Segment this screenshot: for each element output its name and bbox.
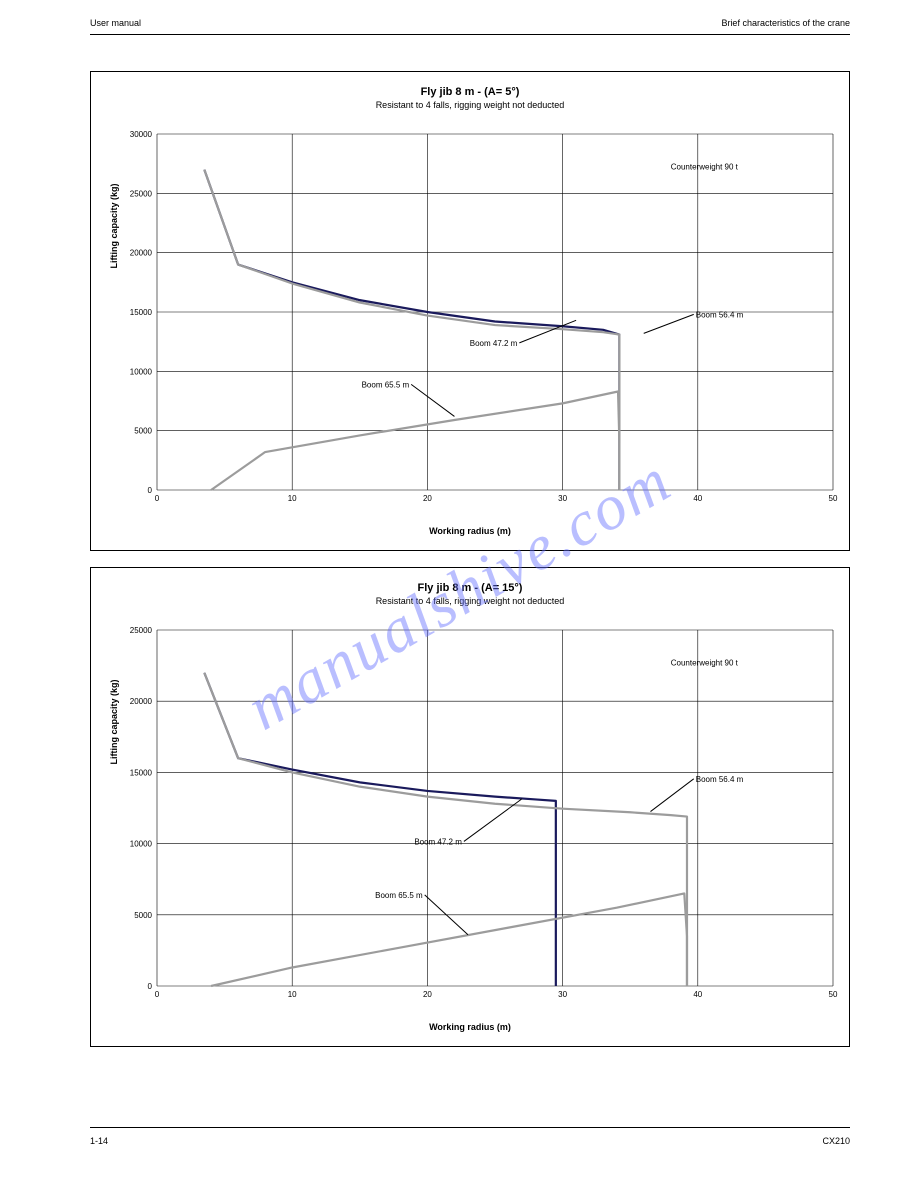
x-axis-label: Working radius (m) <box>91 1022 849 1032</box>
svg-text:Boom 56.4 m: Boom 56.4 m <box>696 775 744 784</box>
svg-text:Counterweight 90 t: Counterweight 90 t <box>671 659 739 668</box>
x-axis-label: Working radius (m) <box>91 526 849 536</box>
svg-text:15000: 15000 <box>130 768 153 777</box>
svg-text:25000: 25000 <box>130 189 153 198</box>
footer-rule <box>90 1127 850 1128</box>
header-left: User manual <box>90 18 141 28</box>
y-axis-label: Lifting capacity (kg) <box>109 679 119 764</box>
svg-text:25000: 25000 <box>130 626 153 635</box>
chart-title: Fly jib 8 m - (A= 15°) <box>91 582 849 594</box>
svg-text:30000: 30000 <box>130 130 153 139</box>
page: User manual Brief characteristics of the… <box>0 0 918 1188</box>
svg-text:0: 0 <box>155 494 160 503</box>
chart-svg: 010203040500500010000150002000025000Boom… <box>157 630 833 986</box>
svg-text:50: 50 <box>829 494 838 503</box>
page-footer: 1-14 CX210 <box>90 1136 850 1146</box>
svg-text:Counterweight 90 t: Counterweight 90 t <box>671 163 739 172</box>
chart-subtitle: Resistant to 4 falls, rigging weight not… <box>91 100 849 110</box>
svg-text:50: 50 <box>829 990 838 999</box>
header-right: Brief characteristics of the crane <box>721 18 850 28</box>
svg-text:30: 30 <box>558 990 567 999</box>
svg-text:0: 0 <box>155 990 160 999</box>
svg-text:5000: 5000 <box>134 427 152 436</box>
footer-left: 1-14 <box>90 1136 108 1146</box>
svg-text:Boom 65.5 m: Boom 65.5 m <box>362 380 410 389</box>
svg-text:0: 0 <box>148 486 153 495</box>
y-axis-label: Lifting capacity (kg) <box>109 183 119 268</box>
plot-area: 0102030405005000100001500020000250003000… <box>157 134 833 490</box>
svg-text:Boom 47.2 m: Boom 47.2 m <box>414 837 462 846</box>
svg-text:30: 30 <box>558 494 567 503</box>
svg-text:10000: 10000 <box>130 840 153 849</box>
svg-text:15000: 15000 <box>130 308 153 317</box>
svg-text:20: 20 <box>423 494 432 503</box>
chart-svg: 0102030405005000100001500020000250003000… <box>157 134 833 490</box>
footer-right: CX210 <box>822 1136 850 1146</box>
chart-title: Fly jib 8 m - (A= 5°) <box>91 86 849 98</box>
svg-text:5000: 5000 <box>134 911 152 920</box>
plot-area: 010203040500500010000150002000025000Boom… <box>157 630 833 986</box>
svg-text:0: 0 <box>148 982 153 991</box>
svg-text:Boom 65.5 m: Boom 65.5 m <box>375 891 423 900</box>
svg-text:10000: 10000 <box>130 367 153 376</box>
svg-text:20: 20 <box>423 990 432 999</box>
svg-text:Boom 47.2 m: Boom 47.2 m <box>470 339 518 348</box>
chart-subtitle: Resistant to 4 falls, rigging weight not… <box>91 596 849 606</box>
svg-text:10: 10 <box>288 494 297 503</box>
page-header: User manual Brief characteristics of the… <box>90 18 850 28</box>
svg-text:20000: 20000 <box>130 697 153 706</box>
header-rule <box>90 34 850 35</box>
chart-flyjib-5deg: Fly jib 8 m - (A= 5°) Resistant to 4 fal… <box>90 71 850 551</box>
svg-text:Boom 56.4 m: Boom 56.4 m <box>696 310 744 319</box>
chart-flyjib-15deg: Fly jib 8 m - (A= 15°) Resistant to 4 fa… <box>90 567 850 1047</box>
svg-text:40: 40 <box>693 494 702 503</box>
svg-text:40: 40 <box>693 990 702 999</box>
svg-text:10: 10 <box>288 990 297 999</box>
svg-text:20000: 20000 <box>130 249 153 258</box>
